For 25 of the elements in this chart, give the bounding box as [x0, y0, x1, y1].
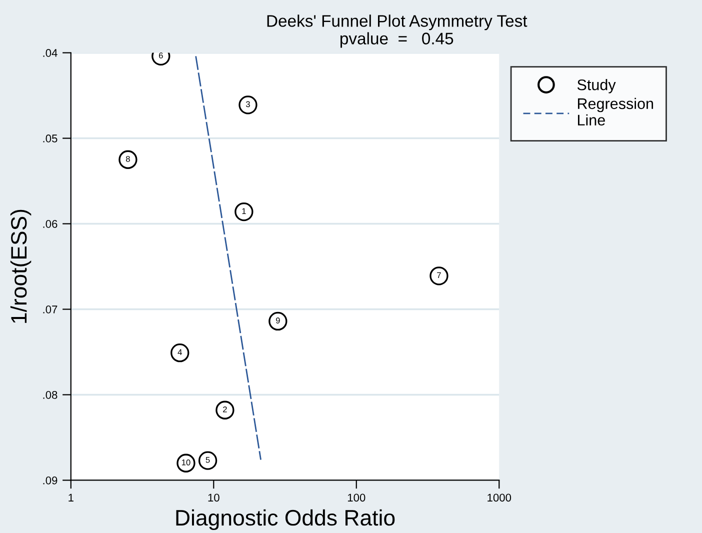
chart-title: Deeks' Funnel Plot Asymmetry Test — [267, 14, 528, 30]
annotation: 10 — [182, 459, 190, 466]
y-tick-label: .08 — [43, 391, 58, 399]
x-tick-label: 100 — [348, 494, 366, 502]
y-tick-label: .06 — [43, 220, 58, 228]
x-tick-label: 10 — [208, 494, 220, 502]
annotation: 8 — [126, 156, 130, 162]
y-tick-label: .05 — [43, 134, 58, 142]
y-tick-label: .04 — [43, 49, 58, 57]
y-tick-label: .07 — [43, 306, 58, 314]
annotation: 1 — [242, 208, 246, 214]
legend-label: Regression Line — [578, 98, 654, 126]
chart-subtitle: pvalue = 0.45 — [340, 32, 454, 48]
annotation: 2 — [223, 406, 227, 412]
annotation: 9 — [276, 318, 280, 324]
annotation: 4 — [178, 349, 182, 356]
annotation: 7 — [437, 272, 441, 278]
x-tick-label: 1 — [68, 494, 74, 502]
x-tick-label: 1000 — [488, 494, 512, 502]
y-axis-title: 1/root(ESS) — [10, 210, 32, 323]
annotation: 3 — [246, 101, 250, 108]
x-axis-title: Diagnostic Odds Ratio — [176, 509, 395, 530]
annotation: 5 — [206, 456, 210, 463]
y-tick-label: .09 — [43, 476, 58, 484]
legend-label: Study — [577, 79, 616, 94]
